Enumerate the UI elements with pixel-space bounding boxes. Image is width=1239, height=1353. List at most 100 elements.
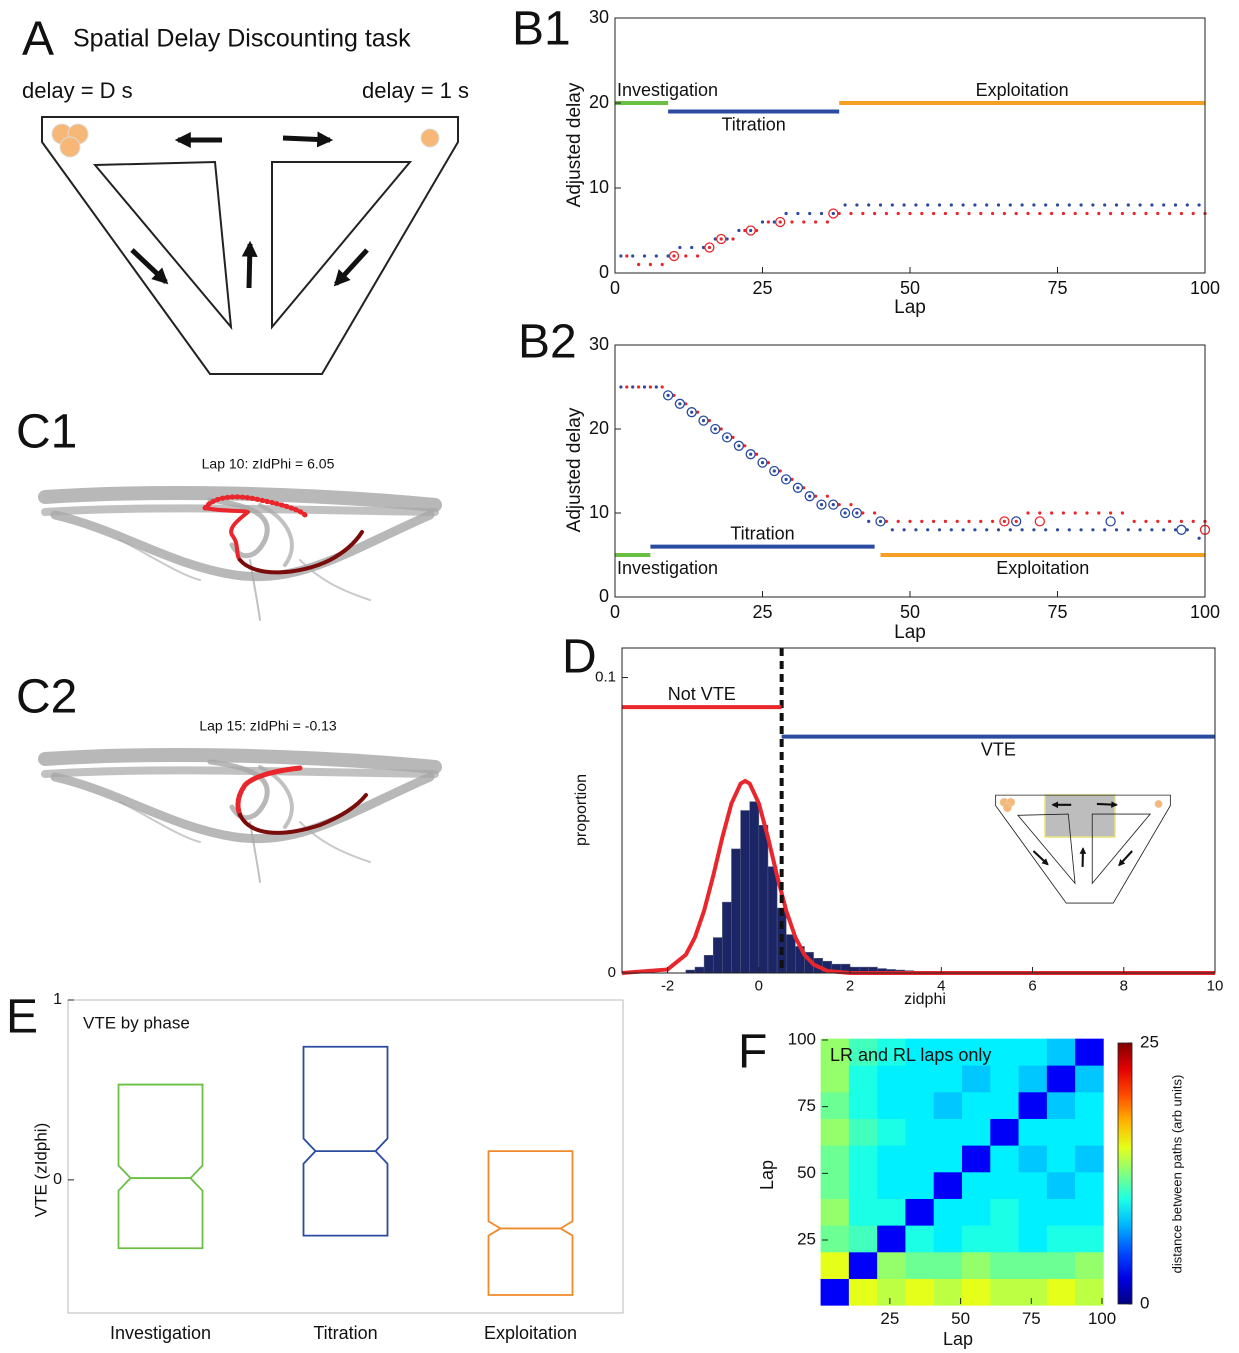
heatmap-cell: [990, 1118, 1019, 1146]
heatmap-cell: [933, 1198, 963, 1226]
dot: [1185, 528, 1189, 532]
dot: [1138, 203, 1142, 207]
dot: [755, 452, 759, 456]
heatmap-cell: [820, 1198, 850, 1226]
dot: [949, 203, 953, 207]
y-tick-label: 10: [589, 177, 609, 197]
ring-marker: [828, 499, 839, 510]
dot: [1044, 528, 1048, 532]
panel-label: E: [6, 991, 38, 1044]
x-tick-label: 25: [880, 1309, 899, 1328]
heatmap-cell: [962, 1145, 991, 1173]
heatmap-cell: [905, 1252, 935, 1279]
heatmap-cell: [990, 1065, 1019, 1093]
dot: [814, 220, 818, 224]
dot: [648, 385, 653, 389]
dot: [873, 511, 877, 515]
heatmap-cell: [1075, 1225, 1104, 1253]
dot: [914, 203, 918, 207]
ring-marker: [775, 216, 786, 228]
dot: [1091, 203, 1095, 207]
ring-marker: [780, 474, 792, 485]
ring-marker: [999, 516, 1010, 527]
dot: [825, 220, 830, 224]
heatmap-cell: [962, 1198, 991, 1226]
dot: [902, 528, 906, 532]
x-tick-label: 8: [1120, 977, 1128, 994]
dot: [1032, 203, 1036, 207]
dot: [1197, 203, 1201, 207]
dot: [731, 435, 735, 439]
ring-marker: [1034, 516, 1045, 527]
dot: [991, 211, 995, 216]
heatmap-cell: [962, 1118, 991, 1146]
dot: [1097, 511, 1101, 515]
dot: [943, 211, 948, 216]
dot: [1156, 519, 1160, 524]
heatmap-cell: [1075, 1092, 1104, 1119]
dot: [808, 494, 812, 498]
ring-marker: [721, 432, 733, 443]
dot: [637, 385, 641, 389]
heatmap-cell: [1075, 1172, 1104, 1199]
panel-label: B1: [512, 3, 571, 56]
dot: [955, 211, 959, 216]
box-title: VTE by phase: [83, 1013, 190, 1032]
dot: [760, 220, 765, 224]
dot: [1050, 211, 1054, 216]
dot: [725, 435, 729, 439]
dot: [1114, 528, 1119, 532]
y-tick-label: 0: [599, 586, 609, 606]
lap-path: [235, 765, 368, 835]
dot: [1144, 211, 1148, 216]
dot: [902, 203, 906, 207]
ring-marker: [839, 507, 851, 519]
dot: [1055, 203, 1060, 207]
heatmap-cell: [820, 1118, 850, 1146]
dot: [701, 245, 706, 250]
ring-marker: [792, 482, 804, 493]
heatmap-cell: [848, 1145, 878, 1173]
maze-diagram: [42, 117, 458, 374]
dot: [660, 262, 664, 267]
heatmap-cell: [933, 1225, 963, 1253]
y-tick-label: 75: [797, 1096, 816, 1115]
dot: [884, 519, 889, 524]
heatmap-annotation: LR and RL laps only: [830, 1045, 991, 1065]
dot: [1109, 211, 1113, 216]
dot: [1150, 203, 1154, 207]
ring-marker: [1105, 516, 1116, 527]
dot: [867, 203, 871, 207]
x-axis-label: Lap: [943, 1329, 973, 1349]
heatmap-cell: [848, 1225, 878, 1253]
lap-title: Lap 10: zIdPhi = 6.05: [202, 456, 335, 472]
y-tick-label: 20: [589, 418, 609, 438]
phase-label: Investigation: [617, 558, 718, 578]
y-tick-label: 1: [53, 991, 62, 1008]
dot: [1191, 211, 1195, 216]
dot: [713, 237, 717, 241]
dot: [731, 237, 735, 241]
heatmap-cell: [1046, 1225, 1076, 1253]
dot: [719, 427, 723, 431]
heatmap-cell: [962, 1065, 991, 1093]
heatmap-cell: [820, 1145, 850, 1173]
dot: [837, 503, 841, 507]
heatmap-cell: [933, 1172, 963, 1199]
heatmap-cell: [848, 1198, 878, 1226]
dot: [973, 528, 977, 532]
histogram-bar: [767, 866, 778, 974]
dot: [1002, 211, 1007, 216]
dot: [1067, 528, 1071, 532]
dot: [631, 254, 635, 258]
dot: [908, 211, 912, 216]
dot: [760, 461, 765, 465]
dot: [637, 262, 641, 267]
dot: [890, 203, 894, 207]
fit-curve: [621, 778, 1215, 975]
heatmap-cell: [933, 1038, 963, 1066]
ring-marker: [668, 250, 680, 262]
ring-marker: [662, 390, 674, 401]
heatmap-cell: [1046, 1172, 1076, 1199]
heatmap-cell: [820, 1225, 850, 1253]
